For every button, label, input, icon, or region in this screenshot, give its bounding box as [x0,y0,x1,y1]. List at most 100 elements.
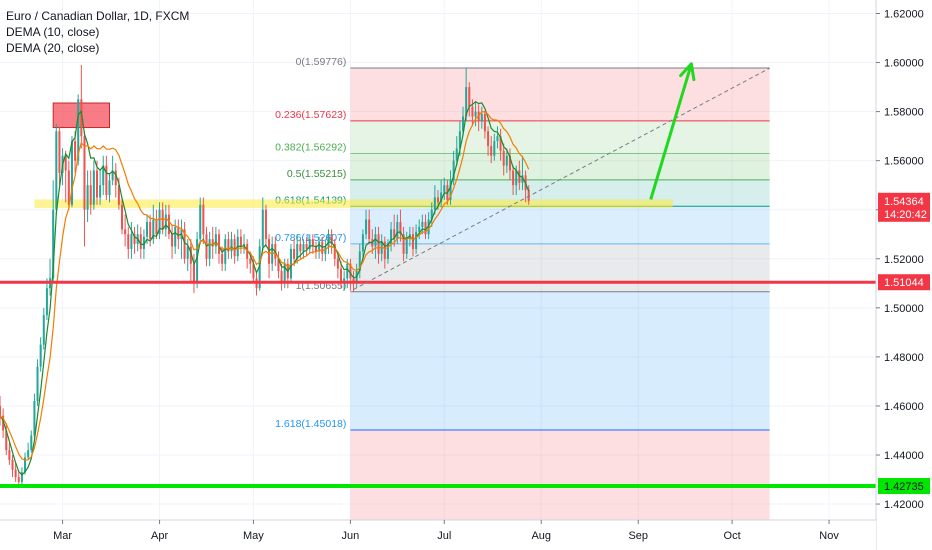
candle-body [365,219,368,235]
dema-lines [0,100,530,476]
candle-body [261,209,264,247]
indicator-dema-10[interactable]: DEMA (10, close) [6,25,100,39]
candle-body [133,234,136,245]
fib-level-label: 1.618(1.45018) [275,418,346,430]
candle-body [8,450,11,460]
candle-body [30,435,33,451]
candle-body [465,87,468,117]
time-tick-label: Sep [628,530,648,542]
candle-body [221,253,224,264]
dashed-trendline[interactable] [353,67,770,290]
candle-body [124,229,127,235]
price-tag-bg [878,192,930,209]
candle-body [458,131,461,149]
candle-body [0,405,2,416]
candle-body [296,244,299,259]
candle-body [77,99,80,161]
time-tick-label: Jul [437,530,451,542]
candle-body [505,155,508,166]
candle-body [330,234,333,245]
candle-body [217,234,221,254]
candle-body [411,234,414,249]
candle-body [508,155,511,171]
candle-body [45,288,48,316]
candle-body [146,221,149,237]
candle-body [95,170,99,198]
candle-body [393,229,396,240]
candle-body [20,472,23,482]
time-tick-label: Nov [819,530,839,542]
candle-body [152,219,155,240]
candle-body [239,236,242,247]
candle-body [264,209,267,240]
time-axis[interactable]: Mar Apr May Jun Jul Aug Sep Oct Nov [0,519,876,550]
candle-body [36,366,39,402]
candle-body [108,180,111,195]
candle-body [502,150,505,166]
candle-body [164,214,167,230]
price-tag-label: 1.54364 [884,196,924,208]
fib-band [350,68,770,121]
price-tick-label: 1.52000 [884,254,924,266]
candle-body [433,197,436,210]
candle-body [386,244,389,259]
candle-body [130,234,133,249]
candle-body [283,263,286,284]
fib-level-label: 0(1.59776) [296,56,347,68]
chart-title[interactable]: Euro / Canadian Dollar, 1D, FXCM [6,9,190,23]
candle-body [39,344,42,367]
candle-body [111,170,114,181]
candle-body [349,263,352,279]
candle-body [80,99,83,137]
price-tick-label: 1.42000 [884,499,924,511]
candle-body [189,246,192,264]
candle-body [308,239,311,249]
candle-body [293,248,296,259]
candle-body [515,170,518,186]
candle-body [105,165,108,195]
fib-level-label: 0.236(1.57623) [275,109,346,121]
fibonacci-retracement[interactable]: 0(1.59776) 0.236(1.57623) 0.382(1.56292) 0.… [275,56,770,520]
candle-body [358,251,361,272]
candle-body [120,204,124,230]
candle-body [377,234,380,254]
candle-body [339,268,343,284]
candle-body [64,155,67,171]
candle-body [468,87,471,107]
candle-body [233,239,236,257]
time-tick-label: May [243,530,264,542]
bullish-arrow[interactable] [649,63,693,200]
candle-body [139,234,142,249]
price-tick-label: 1.56000 [884,156,924,168]
price-tick-label: 1.60000 [884,58,924,70]
candle-body [211,239,214,247]
candle-body [436,197,440,203]
candle-body [430,209,433,220]
candle-body [74,141,77,161]
dema-20-line [0,110,530,461]
candle-body [277,258,280,272]
candle-body [171,234,174,247]
fib-band-extension [350,430,770,520]
time-tick-label: Oct [724,530,741,542]
candle-body [455,148,458,161]
candle-body [42,315,45,345]
candle-body [512,170,515,186]
candle-body [227,239,230,252]
fib-level-label: 0.786(1.52607) [275,232,346,244]
price-axis[interactable]: 1.620001.600001.580001.560001.540001.520… [875,0,932,550]
candle-body [314,246,318,252]
candle-body [302,244,305,252]
candle-body [102,165,105,186]
fib-level-label: 0.382(1.56292) [275,141,346,153]
price-tag-bg [878,274,930,291]
candle-body [427,219,430,235]
candle-body [487,131,490,146]
candle-body [158,209,161,235]
user-drawings[interactable] [0,62,876,489]
candle-body [368,219,371,240]
candle-body [521,175,524,183]
indicator-dema-20[interactable]: DEMA (20, close) [6,41,100,55]
candle-body [374,234,377,247]
